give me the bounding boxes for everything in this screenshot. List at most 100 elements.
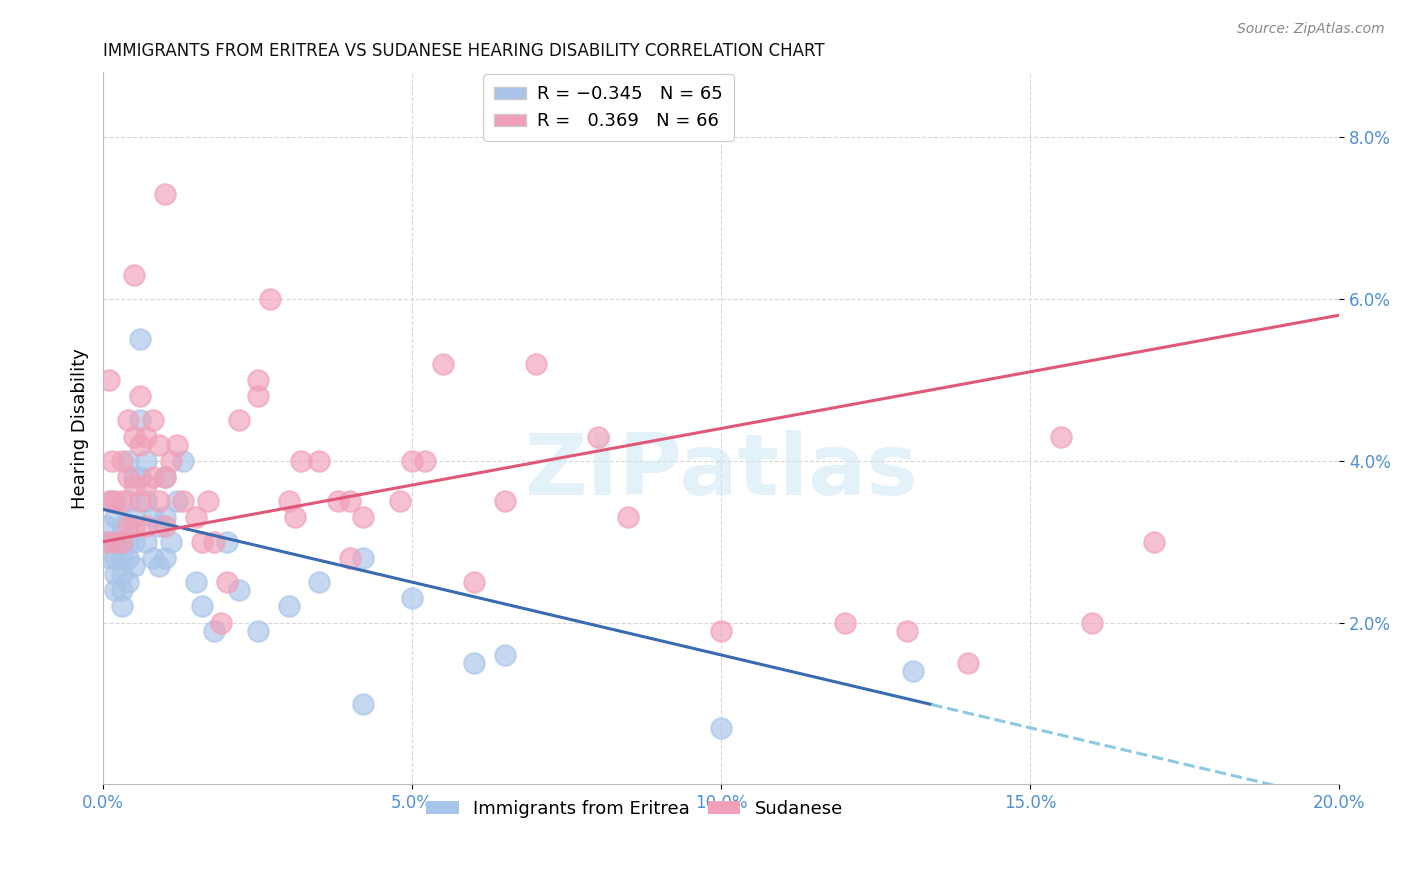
Point: [122, 534, 145, 549]
Point: [135, 518, 157, 533]
Point: [153, 470, 176, 484]
Point: [135, 494, 157, 508]
Point: [117, 550, 139, 565]
Point: [172, 494, 194, 508]
Point: [215, 534, 238, 549]
Point: [104, 534, 127, 549]
Point: [104, 550, 127, 565]
Point: [142, 413, 165, 427]
Point: [166, 437, 188, 451]
Point: [142, 550, 165, 565]
Point: [104, 534, 127, 549]
Point: [117, 470, 139, 484]
Point: [209, 615, 232, 630]
Point: [153, 186, 176, 201]
Point: [104, 583, 127, 598]
Point: [129, 494, 152, 508]
Point: [142, 510, 165, 524]
Point: [153, 518, 176, 533]
Point: [710, 624, 733, 638]
Point: [122, 510, 145, 524]
Point: [191, 599, 214, 614]
Point: [117, 575, 139, 590]
Point: [148, 558, 170, 573]
Text: ZIPatlas: ZIPatlas: [524, 430, 918, 513]
Point: [122, 268, 145, 282]
Point: [308, 454, 330, 468]
Point: [148, 494, 170, 508]
Point: [98, 373, 121, 387]
Point: [901, 664, 924, 678]
Point: [122, 558, 145, 573]
Point: [117, 518, 139, 533]
Point: [135, 478, 157, 492]
Point: [129, 389, 152, 403]
Point: [494, 648, 516, 662]
Point: [463, 656, 485, 670]
Point: [135, 454, 157, 468]
Point: [184, 510, 207, 524]
Text: Source: ZipAtlas.com: Source: ZipAtlas.com: [1237, 22, 1385, 37]
Point: [388, 494, 411, 508]
Point: [129, 413, 152, 427]
Point: [326, 494, 349, 508]
Point: [401, 454, 423, 468]
Point: [117, 454, 139, 468]
Point: [246, 389, 269, 403]
Point: [153, 510, 176, 524]
Point: [1143, 534, 1166, 549]
Point: [524, 357, 547, 371]
Point: [153, 470, 176, 484]
Point: [117, 534, 139, 549]
Text: IMMIGRANTS FROM ERITREA VS SUDANESE HEARING DISABILITY CORRELATION CHART: IMMIGRANTS FROM ERITREA VS SUDANESE HEAR…: [103, 42, 825, 60]
Point: [166, 494, 188, 508]
Point: [617, 510, 640, 524]
Point: [148, 437, 170, 451]
Point: [111, 534, 134, 549]
Point: [413, 454, 436, 468]
Point: [586, 429, 609, 443]
Point: [277, 599, 299, 614]
Point: [352, 550, 374, 565]
Point: [117, 494, 139, 508]
Y-axis label: Hearing Disability: Hearing Disability: [72, 348, 89, 508]
Point: [834, 615, 856, 630]
Point: [228, 583, 250, 598]
Point: [111, 567, 134, 582]
Point: [111, 534, 134, 549]
Point: [191, 534, 214, 549]
Point: [896, 624, 918, 638]
Point: [228, 413, 250, 427]
Point: [111, 550, 134, 565]
Point: [98, 494, 121, 508]
Point: [129, 470, 152, 484]
Point: [308, 575, 330, 590]
Point: [259, 292, 281, 306]
Point: [352, 697, 374, 711]
Point: [197, 494, 219, 508]
Point: [122, 470, 145, 484]
Point: [111, 494, 134, 508]
Point: [122, 518, 145, 533]
Point: [339, 550, 361, 565]
Point: [277, 494, 299, 508]
Point: [352, 510, 374, 524]
Point: [96, 534, 118, 549]
Point: [1050, 429, 1073, 443]
Point: [246, 624, 269, 638]
Point: [463, 575, 485, 590]
Point: [122, 429, 145, 443]
Point: [96, 518, 118, 533]
Point: [104, 567, 127, 582]
Point: [284, 510, 307, 524]
Point: [494, 494, 516, 508]
Point: [215, 575, 238, 590]
Point: [135, 534, 157, 549]
Point: [202, 624, 225, 638]
Point: [432, 357, 454, 371]
Point: [184, 575, 207, 590]
Point: [957, 656, 980, 670]
Legend: Immigrants from Eritrea, Sudanese: Immigrants from Eritrea, Sudanese: [419, 793, 851, 825]
Point: [290, 454, 312, 468]
Point: [111, 599, 134, 614]
